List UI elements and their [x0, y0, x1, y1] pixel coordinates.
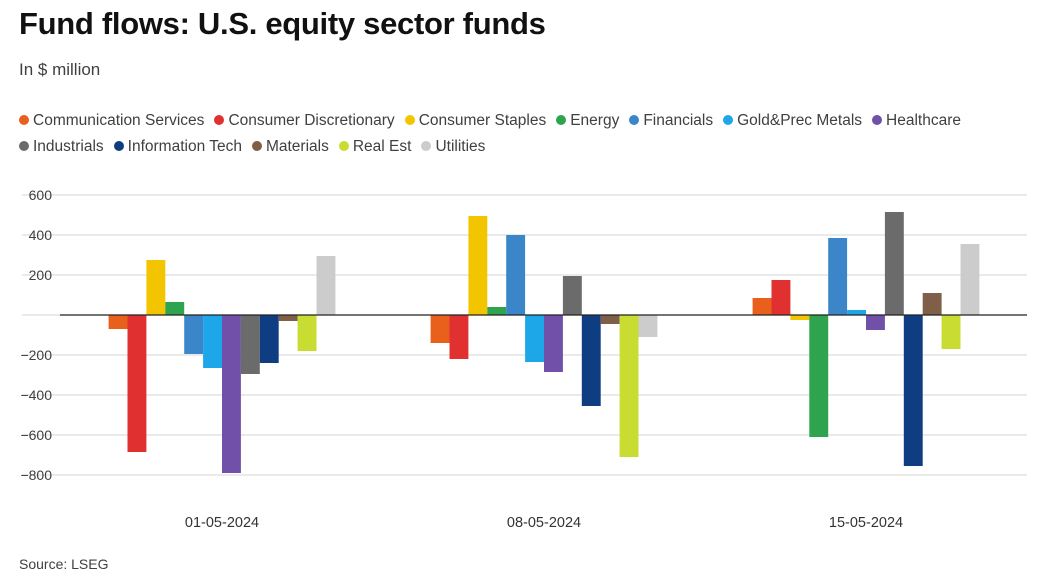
legend-item: Materials [251, 134, 329, 160]
legend-label: Real Est [352, 138, 412, 155]
legend-item: Industrials [19, 134, 104, 160]
y-tick-label: −200 [20, 347, 52, 363]
x-tick-label: 01-05-2024 [185, 515, 259, 531]
chart-subtitle: In $ million [19, 60, 101, 79]
bar [146, 260, 166, 315]
legend-label: Materials [265, 138, 329, 155]
bar [222, 315, 241, 473]
legend-item: Energy [556, 108, 619, 134]
bar [316, 256, 336, 315]
bar [809, 315, 829, 437]
legend-label: Energy [570, 112, 620, 129]
legend-swatch [421, 141, 432, 151]
bar [297, 315, 317, 351]
bar [544, 315, 563, 372]
bar [127, 315, 147, 452]
bar [941, 315, 961, 349]
legend: Communication Services Consumer Discretio… [19, 108, 1029, 160]
bar [790, 315, 810, 320]
bar [506, 235, 526, 315]
bar [828, 238, 848, 315]
legend-swatch [251, 141, 262, 151]
bar [771, 280, 791, 315]
bar [165, 302, 185, 315]
bar [600, 315, 620, 324]
legend-label: Financials [643, 112, 714, 129]
y-tick-label: 200 [29, 267, 53, 283]
legend-swatch [404, 115, 415, 125]
legend-label: Consumer Staples [418, 112, 547, 129]
legend-item: Consumer Discretionary [214, 108, 395, 134]
bar [922, 293, 942, 315]
legend-item: Gold&Prec Metals [723, 108, 862, 134]
legend-swatch [19, 141, 29, 151]
legend-label: Communication Services [33, 112, 205, 129]
y-tick-label: 600 [29, 187, 53, 203]
legend-item: Real Est [338, 134, 412, 160]
bar [449, 315, 469, 359]
bar [581, 315, 601, 406]
bar [752, 298, 772, 315]
bar [468, 216, 488, 315]
legend-swatch [872, 115, 883, 125]
bar [278, 315, 298, 321]
legend-label: Utilities [435, 138, 486, 155]
bar [430, 315, 450, 343]
legend-swatch [629, 115, 640, 125]
bar [487, 307, 507, 315]
legend-item: Consumer Staples [404, 108, 547, 134]
x-tick-label: 08-05-2024 [507, 515, 581, 531]
legend-swatch [113, 141, 124, 151]
bar [259, 315, 279, 363]
legend-label: Industrials [33, 138, 104, 155]
bar [847, 310, 866, 315]
legend-item: Information Tech [113, 134, 242, 160]
legend-label: Information Tech [127, 138, 242, 155]
bar [638, 315, 658, 337]
bar [619, 315, 639, 457]
bar [562, 276, 582, 315]
y-tick-label: −600 [20, 427, 52, 443]
bar [240, 315, 260, 374]
legend-item: Healthcare [872, 108, 961, 134]
bar [884, 212, 904, 315]
legend-item: Utilities [421, 134, 485, 160]
bar [525, 315, 544, 362]
legend-swatch [723, 115, 734, 125]
legend-swatch [556, 115, 567, 125]
legend-item: Financials [629, 108, 713, 134]
legend-label: Healthcare [886, 112, 961, 129]
x-tick-label: 15-05-2024 [829, 515, 903, 531]
legend-swatch [214, 115, 225, 125]
legend-label: Consumer Discretionary [228, 112, 395, 129]
legend-label: Gold&Prec Metals [737, 112, 863, 129]
bar [108, 315, 128, 329]
bar [203, 315, 222, 368]
source-note: Source: LSEG [19, 556, 109, 572]
legend-item: Communication Services [19, 108, 204, 134]
bar [903, 315, 923, 466]
legend-swatch [338, 141, 349, 151]
bar [866, 315, 885, 330]
bar [960, 244, 980, 315]
bar [184, 315, 204, 354]
y-tick-label: −800 [20, 467, 52, 483]
chart-title: Fund flows: U.S. equity sector funds [19, 6, 546, 41]
legend-swatch [19, 115, 29, 125]
y-tick-label: −400 [20, 387, 52, 403]
y-tick-label: 400 [29, 227, 53, 243]
